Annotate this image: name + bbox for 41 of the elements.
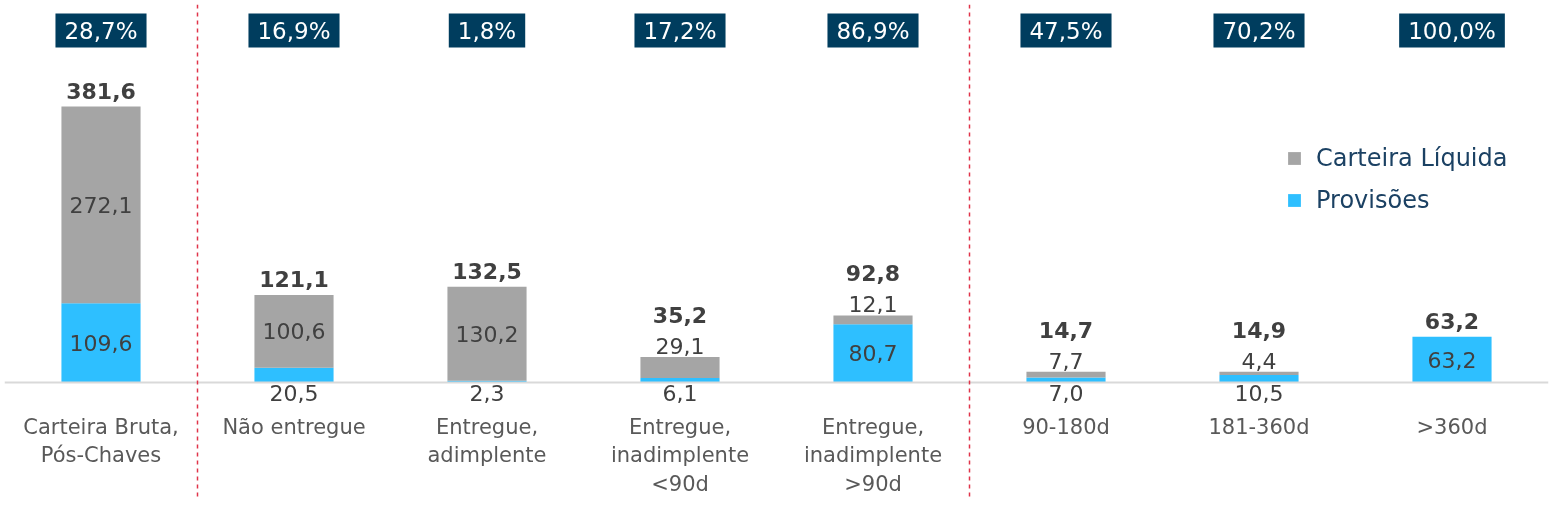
text: 47,5%	[1029, 17, 1103, 44]
data-label: 7,0	[1048, 380, 1084, 406]
text: 100,0%	[1408, 17, 1496, 44]
total-label: 35,2	[652, 303, 708, 329]
legend-label: Provisões	[1316, 186, 1430, 214]
data-label: 63,2	[1427, 347, 1477, 373]
total-label: 121,1	[259, 266, 329, 292]
x-tick-label: Não entregue	[222, 414, 366, 439]
data-label: 272,1	[69, 192, 133, 218]
data-label: 29,1	[655, 334, 705, 360]
text: 28,7%	[64, 17, 138, 44]
x-tick-label: 181-360d	[1208, 414, 1310, 439]
data-label: 6,1	[662, 380, 698, 406]
data-label: 7,7	[1048, 348, 1084, 374]
data-label: 10,5	[1234, 380, 1284, 406]
data-label: 12,1	[848, 292, 898, 318]
x-tick-label: Entregue, adimplente	[427, 414, 547, 468]
total-label: 92,8	[845, 261, 901, 287]
x-tick-label: Entregue, inadimplente >90d	[803, 414, 943, 497]
data-label: 20,5	[269, 380, 319, 406]
data-label: 4,4	[1241, 348, 1277, 374]
x-tick-label: >360d	[1416, 414, 1488, 439]
text: 16,9%	[257, 17, 331, 44]
text: 70,2%	[1222, 17, 1296, 44]
total-label: 14,7	[1038, 317, 1094, 343]
data-label: 109,6	[69, 330, 133, 356]
data-label: 130,2	[455, 321, 519, 347]
x-tick-label: Carteira Bruta, Pós-Chaves	[23, 414, 179, 468]
data-label: 2,3	[469, 380, 505, 406]
text: 86,9%	[836, 17, 910, 44]
total-label: 381,6	[66, 78, 136, 104]
total-label: 132,5	[452, 258, 522, 284]
total-label: 14,9	[1231, 317, 1287, 343]
text: 1,8%	[457, 17, 517, 44]
x-tick-label: Entregue, inadimplente <90d	[610, 414, 750, 497]
data-label: 100,6	[262, 319, 326, 345]
data-label: 80,7	[848, 341, 898, 367]
legend-label: Carteira Líquida	[1316, 144, 1508, 172]
x-tick-label: 90-180d	[1022, 414, 1110, 439]
total-label: 63,2	[1424, 308, 1480, 334]
text: 17,2%	[643, 17, 717, 44]
